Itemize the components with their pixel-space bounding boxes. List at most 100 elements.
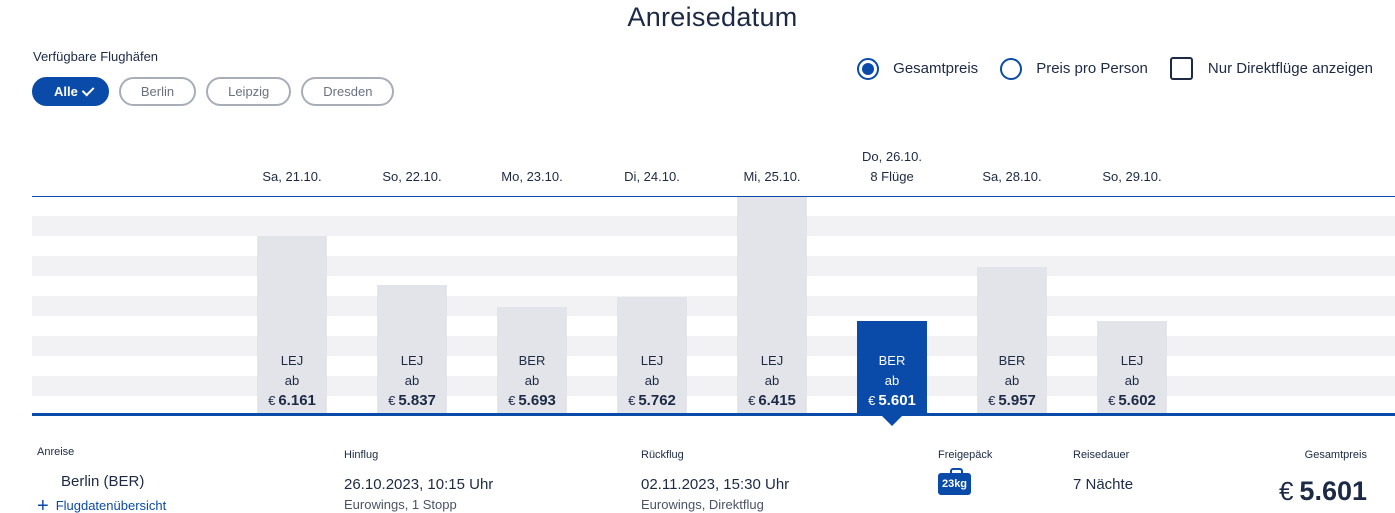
chip-label: Leipzig bbox=[228, 84, 270, 99]
grid-stripe bbox=[32, 216, 1395, 236]
bar-label: BER ab €5.601 bbox=[857, 351, 927, 413]
bar-label: LEJ ab €5.602 bbox=[1097, 351, 1167, 413]
price-label: €6.415 bbox=[737, 391, 807, 411]
radio-selected-icon[interactable] bbox=[857, 57, 880, 80]
airport-code: LEJ bbox=[640, 353, 664, 368]
price-label: €6.161 bbox=[257, 391, 327, 411]
rueckflug-value: 02.11.2023, 15:30 Uhr bbox=[641, 476, 790, 493]
airport-filter: Alle Berlin Leipzig Dresden bbox=[32, 77, 395, 106]
price-label: €5.693 bbox=[497, 391, 567, 411]
grid-stripe bbox=[32, 256, 1395, 276]
price-options: Gesamtpreis Preis pro Person Nur Direktf… bbox=[857, 57, 1373, 80]
anreise-label: Anreise bbox=[37, 446, 75, 458]
option-direktfluege[interactable]: Nur Direktflüge anzeigen bbox=[1169, 57, 1373, 80]
date-label[interactable]: So, 29.10. bbox=[1102, 169, 1162, 184]
price-label: €5.837 bbox=[377, 391, 447, 411]
date-label[interactable]: Di, 24.10. bbox=[624, 169, 680, 184]
price-value: 5.762 bbox=[638, 392, 676, 409]
date-label[interactable]: Sa, 28.10. bbox=[982, 169, 1042, 184]
rueckflug-airline: Eurowings, Direktflug bbox=[641, 497, 764, 512]
price-value: 5.693 bbox=[518, 392, 556, 409]
airport-code: BER bbox=[998, 353, 1026, 368]
date-label[interactable]: So, 22.10. bbox=[382, 169, 442, 184]
hinflug-airline: Eurowings, 1 Stopp bbox=[344, 497, 457, 512]
price-value: 5.957 bbox=[998, 392, 1036, 409]
airport-code: LEJ bbox=[400, 353, 424, 368]
from-label: ab bbox=[1004, 373, 1020, 388]
currency-symbol: € bbox=[268, 393, 276, 408]
chip-label: Berlin bbox=[140, 84, 175, 99]
date-label[interactable]: Sa, 21.10. bbox=[262, 169, 322, 184]
option-gesamtpreis[interactable]: Gesamtpreis bbox=[857, 57, 978, 80]
airport-code: LEJ bbox=[1120, 353, 1144, 368]
price-value: 5.602 bbox=[1118, 392, 1156, 409]
plus-icon: + bbox=[37, 494, 49, 513]
date-label[interactable]: Do, 26.10. 8 Flüge bbox=[832, 147, 952, 187]
chip-leipzig[interactable]: Leipzig bbox=[206, 77, 292, 106]
from-label: ab bbox=[764, 373, 780, 388]
reisedauer-label: Reisedauer bbox=[1073, 449, 1130, 461]
date-label-text: Do, 26.10. bbox=[862, 149, 922, 164]
currency-symbol: € bbox=[748, 393, 756, 408]
price-label: €5.601 bbox=[857, 391, 927, 411]
price-bar[interactable]: LEJ ab €6.415 bbox=[737, 197, 807, 413]
chip-alle[interactable]: Alle bbox=[32, 77, 109, 106]
price-label: €5.762 bbox=[617, 391, 687, 411]
anreise-value: Berlin (BER) bbox=[61, 473, 145, 490]
from-label: ab bbox=[1124, 373, 1140, 388]
from-label: ab bbox=[404, 373, 420, 388]
date-label[interactable]: Mo, 23.10. bbox=[501, 169, 563, 184]
chart-top-line bbox=[32, 196, 1395, 197]
price-bar[interactable]: BER ab €5.693 bbox=[497, 307, 567, 413]
flight-count: 8 Flüge bbox=[870, 169, 914, 184]
currency-symbol: € bbox=[388, 393, 396, 408]
flight-overview-link[interactable]: + Flugdatenübersicht bbox=[37, 494, 167, 513]
rueckflug-label: Rückflug bbox=[641, 449, 684, 461]
check-icon bbox=[81, 83, 95, 97]
price-label: €5.602 bbox=[1097, 391, 1167, 411]
price-bar[interactable]: LEJ ab €5.762 bbox=[617, 297, 687, 413]
chip-dresden[interactable]: Dresden bbox=[301, 77, 395, 106]
price-value: 5.601 bbox=[878, 392, 916, 409]
chart-baseline bbox=[32, 413, 1395, 416]
chip-label: Dresden bbox=[323, 84, 373, 99]
date-price-chart: Sa, 21.10. LEJ ab €6.161 So, 22.10. LEJ ab €5.8… bbox=[32, 140, 1395, 426]
airport-code: BER bbox=[878, 353, 906, 368]
price-value: 5.837 bbox=[398, 392, 436, 409]
price-bar[interactable]: BER ab €5.601 bbox=[857, 321, 927, 413]
currency-symbol: € bbox=[628, 393, 636, 408]
grid-stripe bbox=[32, 376, 1395, 396]
gepaeck-label: Freigepäck bbox=[938, 449, 993, 461]
currency-symbol: € bbox=[1108, 393, 1116, 408]
airport-code: BER bbox=[518, 353, 546, 368]
airport-code: LEJ bbox=[280, 353, 304, 368]
selected-pointer-icon bbox=[882, 416, 902, 426]
checkbox-icon[interactable] bbox=[1169, 57, 1193, 80]
currency-symbol: € bbox=[508, 393, 516, 408]
airport-code: LEJ bbox=[760, 353, 784, 368]
price-bar[interactable]: LEJ ab €6.161 bbox=[257, 236, 327, 413]
flight-details: Anreise Berlin (BER) + Flugdatenübersich… bbox=[0, 440, 1395, 513]
from-label: ab bbox=[884, 373, 900, 388]
chip-berlin[interactable]: Berlin bbox=[118, 77, 197, 106]
price-bar[interactable]: LEJ ab €5.837 bbox=[377, 285, 447, 413]
total-value: 5.601 bbox=[1299, 476, 1367, 506]
price-bar[interactable]: BER ab €5.957 bbox=[977, 267, 1047, 413]
date-label[interactable]: Mi, 25.10. bbox=[743, 169, 801, 184]
option-preis-pro-person[interactable]: Preis pro Person bbox=[1000, 57, 1148, 80]
total-label: Gesamtpreis bbox=[1304, 449, 1367, 461]
from-label: ab bbox=[524, 373, 540, 388]
currency-symbol: € bbox=[868, 393, 876, 408]
price-value: 6.161 bbox=[278, 392, 316, 409]
price-bar[interactable]: LEJ ab €5.602 bbox=[1097, 321, 1167, 413]
link-label: Flugdatenübersicht bbox=[55, 498, 167, 513]
radio-icon[interactable] bbox=[1000, 57, 1023, 80]
grid-stripe bbox=[32, 296, 1395, 316]
hinflug-value: 26.10.2023, 10:15 Uhr bbox=[344, 476, 494, 493]
bar-label: LEJ ab €5.762 bbox=[617, 351, 687, 413]
from-label: ab bbox=[284, 373, 300, 388]
bar-label: LEJ ab €5.837 bbox=[377, 351, 447, 413]
bar-label: BER ab €5.693 bbox=[497, 351, 567, 413]
grid-stripe bbox=[32, 336, 1395, 356]
airports-label: Verfügbare Flughäfen bbox=[33, 49, 159, 64]
